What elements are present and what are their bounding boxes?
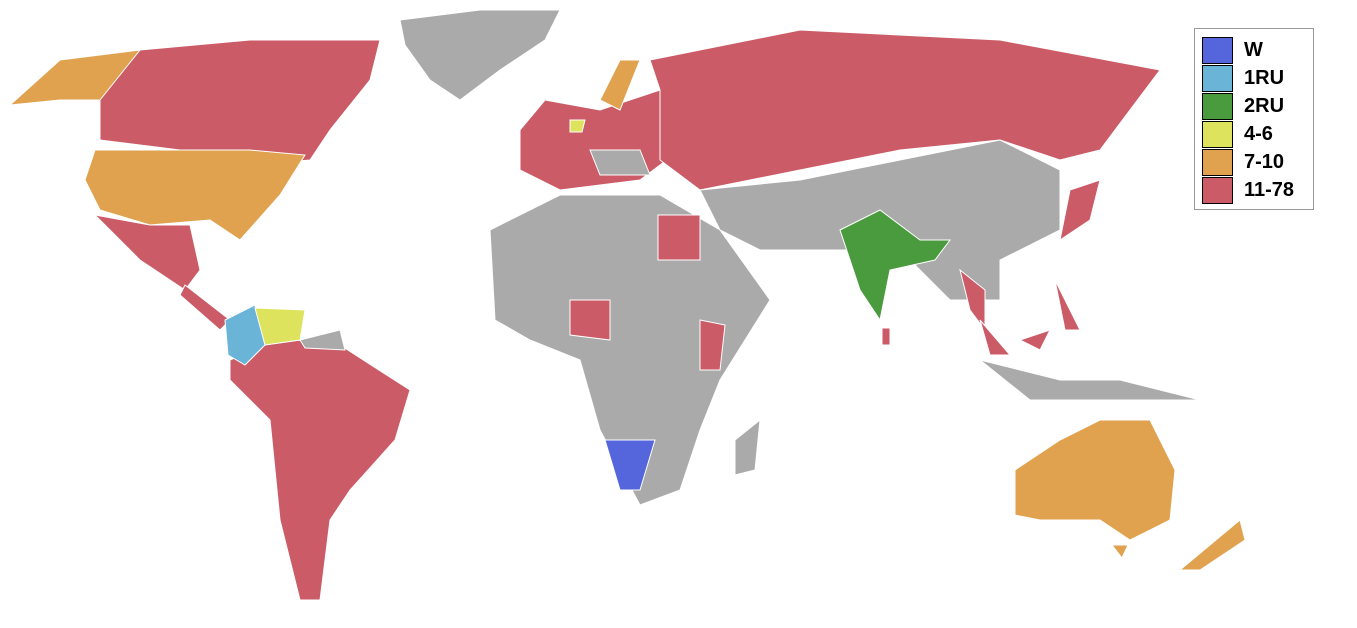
region-central-america xyxy=(179,284,231,331)
region-africa xyxy=(489,194,771,506)
region-australia xyxy=(1014,419,1176,541)
region-south-america xyxy=(229,339,411,601)
region-tasmania xyxy=(1110,544,1129,559)
region-madagascar xyxy=(734,418,761,476)
region-namibia xyxy=(604,439,656,491)
legend-item-4-6: 4-6 xyxy=(1202,120,1313,148)
region-kenya xyxy=(699,319,726,371)
legend-swatch xyxy=(1202,148,1233,176)
region-alaska xyxy=(8,49,142,106)
region-india xyxy=(839,209,951,322)
legend-item-7-10: 7-10 xyxy=(1202,148,1313,176)
region-balkans xyxy=(589,149,651,176)
legend-swatch xyxy=(1202,92,1233,120)
region-usa xyxy=(84,149,306,241)
legend-label: 2RU xyxy=(1244,94,1285,117)
legend-swatch xyxy=(1202,176,1233,204)
map-legend: W 1RU 2RU 4-6 7-10 11-78 xyxy=(1194,28,1314,210)
legend-item-11-78: 11-78 xyxy=(1202,176,1313,204)
legend-swatch xyxy=(1202,64,1233,92)
region-mexico xyxy=(93,214,201,291)
region-venezuela xyxy=(254,307,306,346)
region-malaysia xyxy=(979,319,1012,356)
legend-label: 11-78 xyxy=(1244,178,1295,201)
region-sri-lanka xyxy=(881,327,891,346)
legend-swatch xyxy=(1202,36,1233,64)
region-canada xyxy=(99,39,381,166)
region-philippines xyxy=(1054,279,1081,331)
region-indonesia xyxy=(979,359,1201,401)
legend-item-2ru: 2RU xyxy=(1202,92,1313,120)
legend-swatch xyxy=(1202,120,1233,148)
region-netherlands xyxy=(569,119,586,133)
region-egypt xyxy=(657,214,701,261)
region-borneo-malaysia xyxy=(1018,329,1051,351)
region-new-zealand xyxy=(1178,519,1246,571)
region-greenland xyxy=(399,9,561,101)
legend-label: W xyxy=(1244,38,1263,61)
region-sweden xyxy=(599,59,641,111)
legend-item-1ru: 1RU xyxy=(1202,64,1313,92)
region-colombia xyxy=(224,304,266,366)
legend-label: 7-10 xyxy=(1244,150,1285,173)
region-nigeria xyxy=(569,299,611,341)
legend-item-w: W xyxy=(1202,36,1313,64)
legend-label: 4-6 xyxy=(1244,122,1273,145)
legend-label: 1RU xyxy=(1244,66,1285,89)
region-japan xyxy=(1059,179,1101,242)
region-guianas xyxy=(299,329,346,351)
